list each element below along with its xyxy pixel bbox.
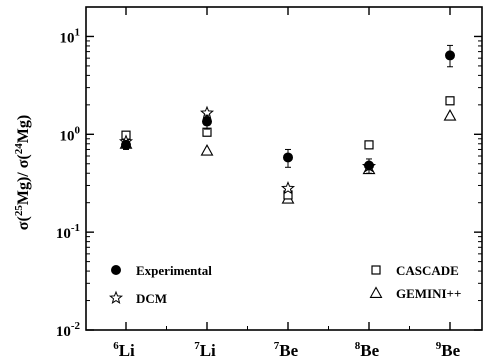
legend: Experimental DCM CASCADE GEMINI++ bbox=[108, 263, 461, 306]
legend-marker bbox=[111, 265, 121, 275]
data-point bbox=[364, 160, 374, 171]
legend-label: Experimental bbox=[136, 263, 212, 278]
legend-marker bbox=[108, 290, 124, 304]
legend-marker bbox=[369, 286, 383, 298]
y-tick-label: 10-2 bbox=[56, 320, 81, 340]
y-tick-label: 100 bbox=[60, 124, 81, 144]
legend-marker bbox=[371, 265, 381, 275]
data-point bbox=[200, 144, 214, 156]
data-point bbox=[202, 116, 212, 127]
legend-label: GEMINI++ bbox=[396, 286, 461, 301]
series-dcm bbox=[118, 105, 377, 195]
data-point bbox=[364, 140, 374, 150]
legend-item: Experimental bbox=[111, 263, 212, 278]
data-point bbox=[445, 50, 455, 61]
plot-area bbox=[85, 6, 483, 331]
legend-item: CASCADE bbox=[371, 263, 459, 278]
y-tick-label: 101 bbox=[60, 26, 81, 46]
plot-frame bbox=[85, 6, 483, 331]
x-tick-label: 7Be bbox=[274, 340, 299, 360]
x-tick-label: 9Be bbox=[436, 340, 461, 360]
x-tick-label: 6Li bbox=[113, 340, 135, 360]
data-point bbox=[283, 152, 293, 163]
data-points bbox=[118, 44, 457, 204]
y-tick-label: 10-1 bbox=[56, 222, 80, 242]
series-experimental bbox=[121, 44, 455, 174]
legend-item: DCM bbox=[108, 290, 167, 306]
legend-item: GEMINI++ bbox=[369, 286, 461, 301]
legend-label: DCM bbox=[136, 291, 167, 306]
data-point bbox=[280, 181, 296, 195]
x-tick-label: 7Li bbox=[194, 340, 216, 360]
y-axis-title: σ(25Mg)/ σ(24Mg) bbox=[13, 115, 32, 230]
data-point bbox=[445, 96, 455, 106]
legend-label: CASCADE bbox=[396, 263, 459, 278]
data-point bbox=[443, 109, 457, 121]
data-point bbox=[121, 139, 131, 150]
x-tick-label: 8Be bbox=[355, 340, 380, 360]
x-axis: 6Li 7Li 7Be 8Be 9Be bbox=[113, 7, 461, 360]
y-axis: 10-2 10-1 100 101 bbox=[56, 6, 482, 340]
